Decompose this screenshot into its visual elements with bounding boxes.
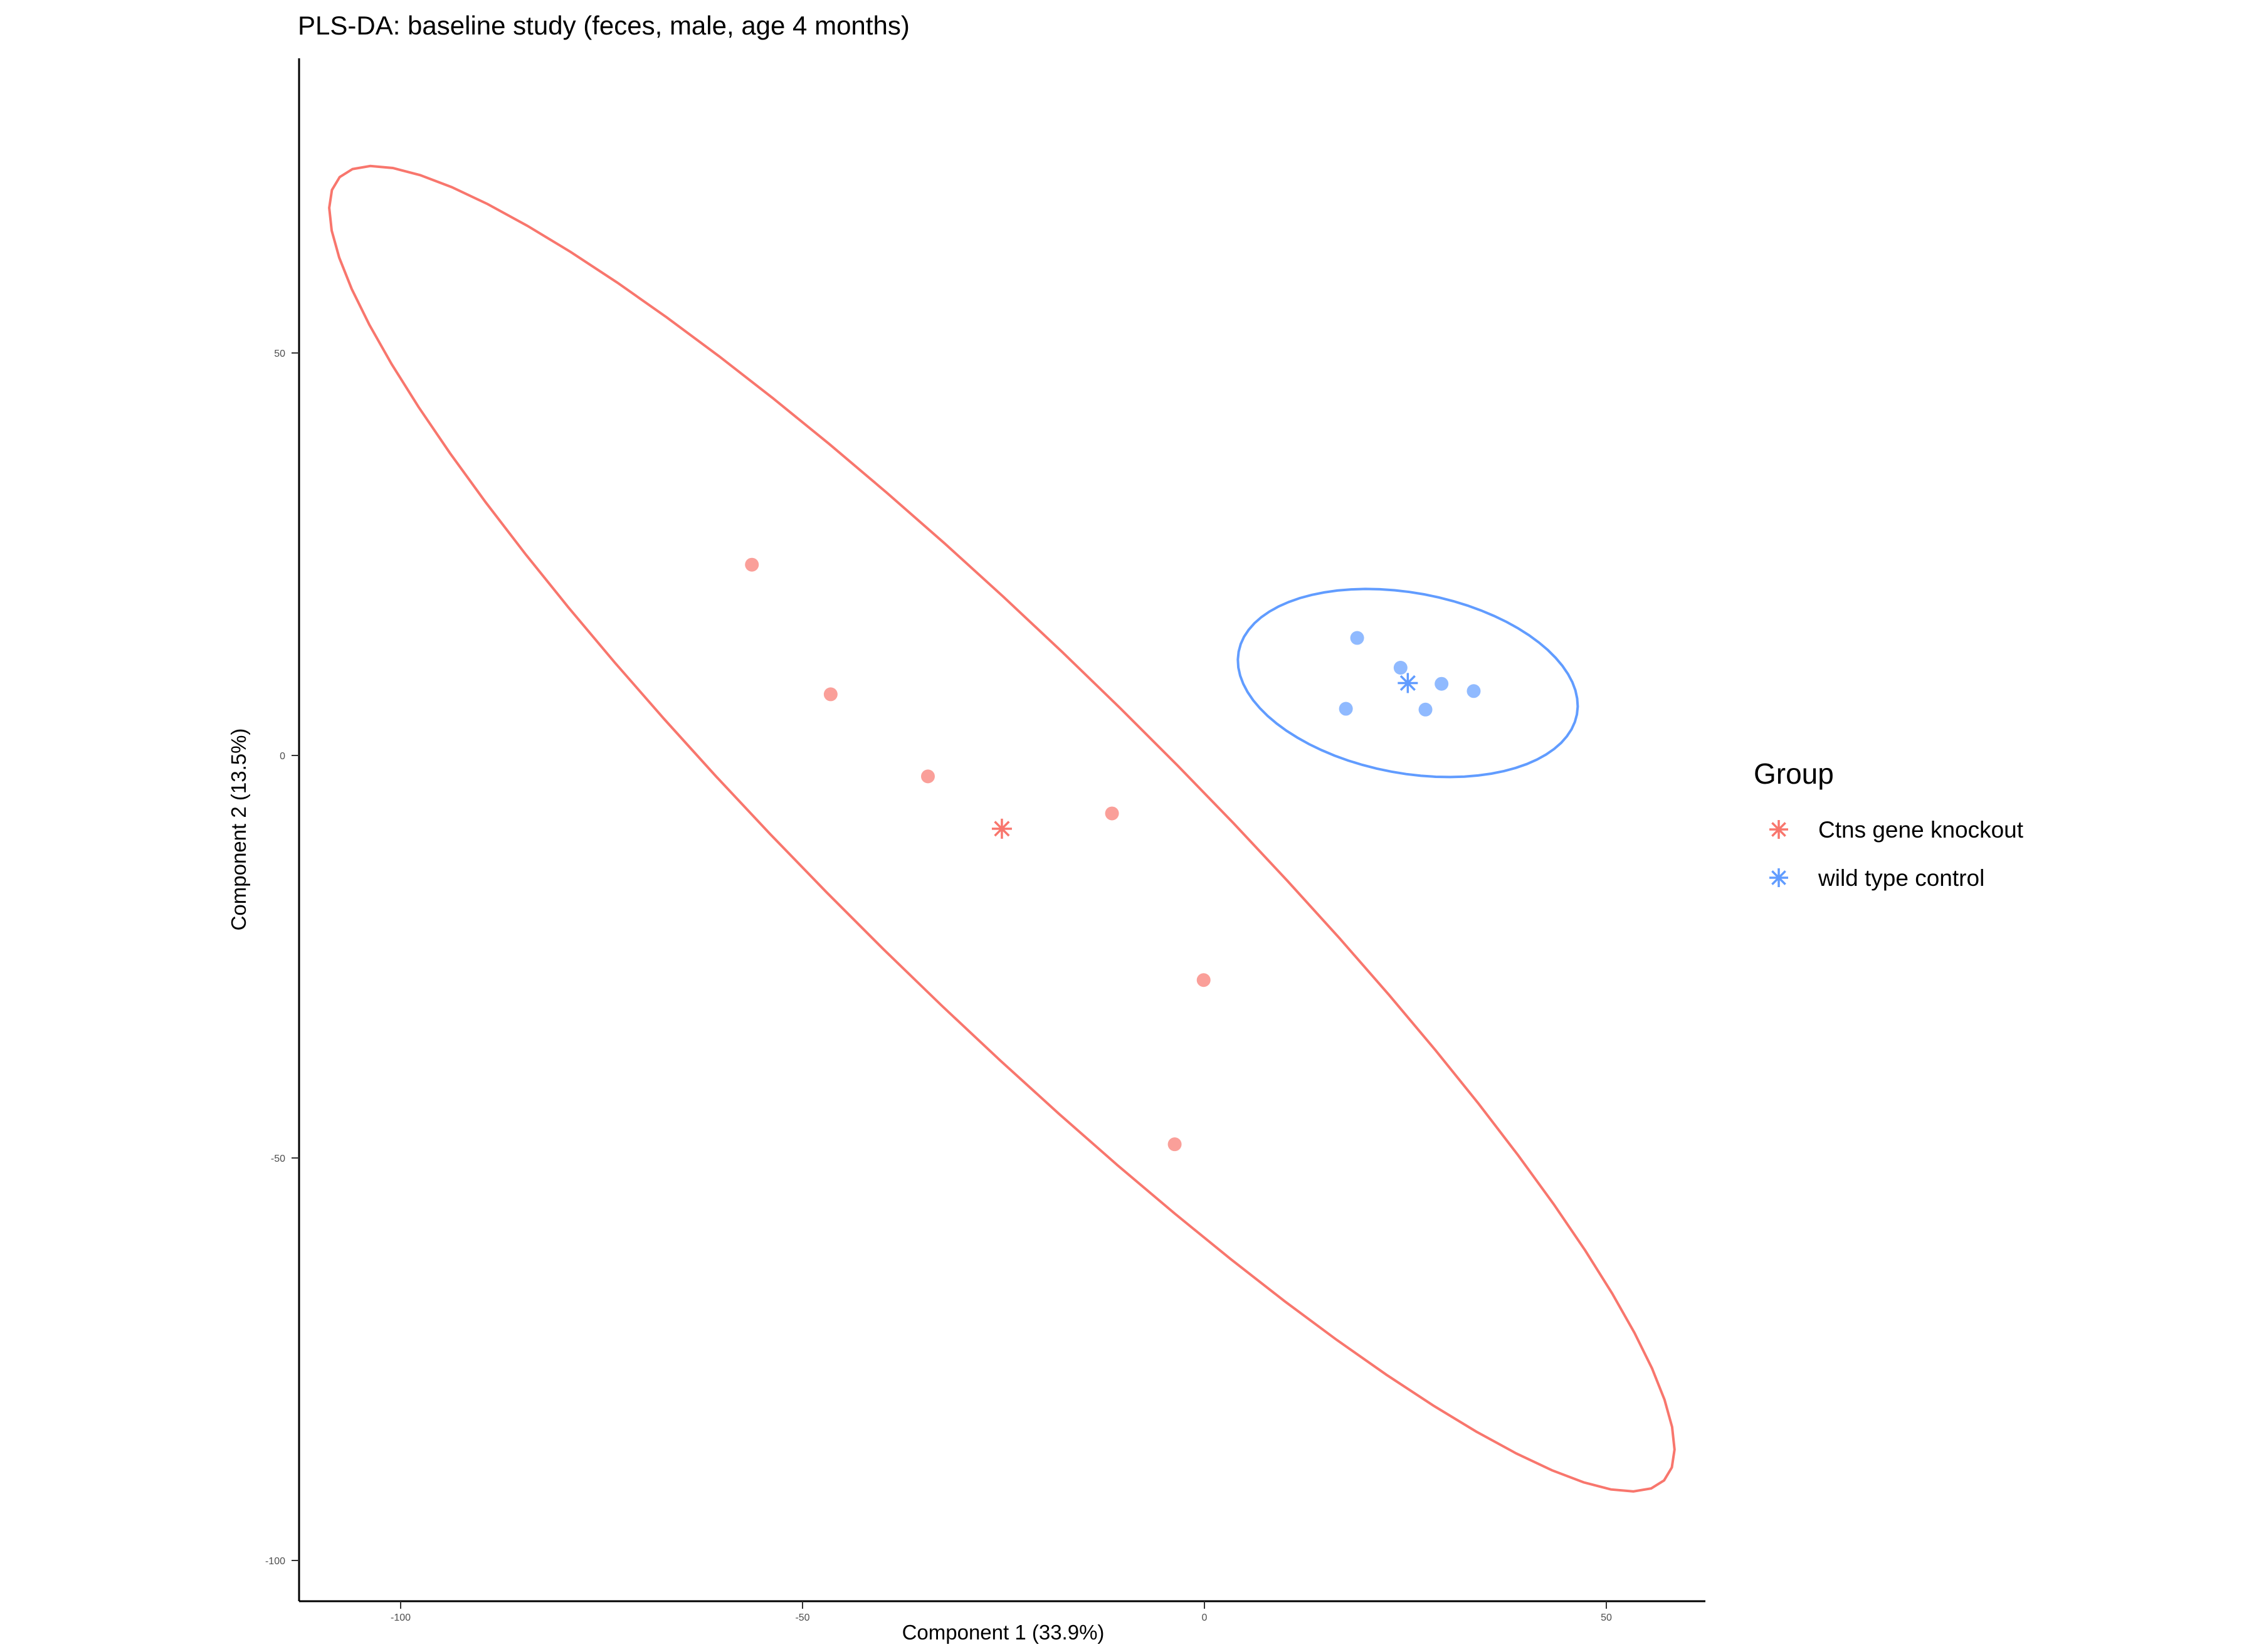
legend-label-wild-type-control: wild type control xyxy=(1818,865,1984,891)
legend-key-wild-type-control-stroke xyxy=(1771,870,1786,885)
point-ctns-gene-knockout xyxy=(745,557,759,572)
ellipse-wild-type-control xyxy=(1236,587,1579,779)
centroid-wild-type-control xyxy=(1398,673,1418,693)
point-wild-type-control xyxy=(1467,684,1481,698)
y-tick-label: -50 xyxy=(271,1154,285,1164)
point-wild-type-control xyxy=(1418,702,1433,717)
x-tick-label: 50 xyxy=(1601,1613,1612,1623)
ellipse-ctns-gene-knockout xyxy=(328,164,1676,1493)
centroid-wild-type-control-stroke xyxy=(1399,675,1416,691)
legend-label-ctns-gene-knockout: Ctns gene knockout xyxy=(1818,817,2024,843)
legend-title: Group xyxy=(1754,757,1834,790)
point-ctns-gene-knockout xyxy=(920,769,935,784)
x-tick-label: -50 xyxy=(795,1613,809,1623)
data-points xyxy=(745,557,1481,1152)
point-ctns-gene-knockout xyxy=(823,687,838,702)
y-axis-title: Component 2 (13.5%) xyxy=(227,729,250,931)
x-tick-label: -100 xyxy=(391,1613,411,1623)
legend-key-wild-type-control xyxy=(1769,868,1788,887)
x-axis-ticks: -100 -50 0 50 xyxy=(391,1601,1612,1623)
point-wild-type-control xyxy=(1350,631,1364,645)
centroid-ctns-gene-knockout xyxy=(991,818,1012,839)
point-ctns-gene-knockout xyxy=(1167,1137,1182,1152)
centroid-ctns-gene-knockout-stroke xyxy=(994,821,1010,837)
x-tick-label: 0 xyxy=(1202,1613,1208,1623)
legend: Group Ctns gene knockout wild type contro… xyxy=(1754,757,2024,891)
legend-key-ctns-gene-knockout xyxy=(1769,820,1788,839)
confidence-ellipses xyxy=(328,164,1676,1493)
legend-item-ctns-gene-knockout: Ctns gene knockout xyxy=(1769,817,2024,843)
legend-entries: Ctns gene knockout wild type control xyxy=(1769,817,2024,891)
y-tick-label: 0 xyxy=(280,751,285,762)
point-wild-type-control xyxy=(1339,702,1353,716)
legend-item-wild-type-control: wild type control xyxy=(1769,865,1984,891)
point-wild-type-control xyxy=(1435,676,1449,691)
group-centroids xyxy=(991,673,1418,839)
chart-title: PLS-DA: baseline study (feces, male, age… xyxy=(298,11,910,40)
plot-area xyxy=(328,164,1676,1493)
point-ctns-gene-knockout xyxy=(1105,806,1119,821)
legend-key-ctns-gene-knockout-stroke xyxy=(1771,822,1786,837)
point-wild-type-control xyxy=(1393,661,1408,675)
point-ctns-gene-knockout xyxy=(1196,973,1211,987)
y-tick-label: 50 xyxy=(274,349,285,359)
y-tick-label: -100 xyxy=(265,1556,285,1567)
x-axis-title: Component 1 (33.9%) xyxy=(902,1621,1105,1644)
y-axis-ticks: -100 -50 0 50 xyxy=(265,349,299,1567)
